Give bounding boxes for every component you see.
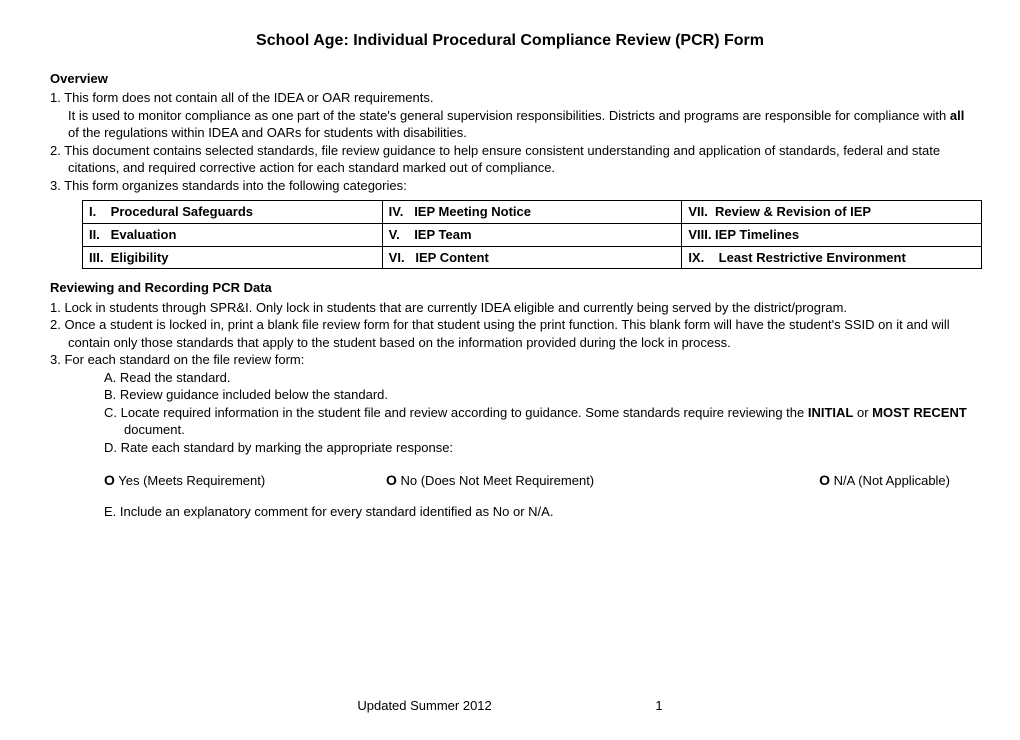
table-row: II. Evaluation V. IEP Team VIII. IEP Tim… [83,223,982,246]
rating-yes: O Yes (Meets Requirement) [104,471,386,490]
table-row: I. Procedural Safeguards IV. IEP Meeting… [83,201,982,224]
sub-c-b1: INITIAL [808,405,854,420]
overview-item-2: 2. This document contains selected stand… [50,142,970,177]
rating-na: O N/A (Not Applicable) [668,471,970,490]
overview-item-1-line2a: It is used to monitor compliance as one … [68,108,950,123]
radio-mark-icon: O [386,472,397,488]
sub-c-c: document. [124,422,185,437]
overview-heading: Overview [50,70,970,88]
page-footer: Updated Summer 2012 1 [0,697,1020,715]
sub-item-a: A. Read the standard. [104,369,970,387]
sub-c-a: C. Locate required information in the st… [104,405,808,420]
cat-cell: II. Evaluation [83,223,383,246]
page-title: School Age: Individual Procedural Compli… [50,30,970,52]
sub-item-c: C. Locate required information in the st… [104,404,970,439]
radio-mark-icon: O [104,472,115,488]
sub-item-d: D. Rate each standard by marking the app… [104,439,970,457]
footer-updated: Updated Summer 2012 [357,697,491,715]
overview-item-1-line1: 1. This form does not contain all of the… [50,89,970,107]
reviewing-item-2: 2. Once a student is locked in, print a … [50,316,970,351]
sub-c-mid: or [853,405,872,420]
overview-item-1-line2: It is used to monitor compliance as one … [50,107,970,142]
overview-item-1-bold: all [950,108,964,123]
cat-cell: IX. Least Restrictive Environment [682,246,982,269]
footer-page-number: 1 [655,697,662,715]
sub-item-b: B. Review guidance included below the st… [104,386,970,404]
rating-yes-label: Yes (Meets Requirement) [115,473,265,488]
sub-list-e: E. Include an explanatory comment for ev… [104,503,970,521]
reviewing-item-1: 1. Lock in students through SPR&I. Only … [50,299,970,317]
radio-mark-icon: O [819,472,830,488]
cat-cell: VII. Review & Revision of IEP [682,201,982,224]
reviewing-item-3: 3. For each standard on the file review … [50,351,970,369]
document-page: School Age: Individual Procedural Compli… [0,0,1020,521]
rating-no: O No (Does Not Meet Requirement) [386,471,668,490]
rating-row: O Yes (Meets Requirement) O No (Does Not… [104,471,970,490]
table-row: III. Eligibility VI. IEP Content IX. Lea… [83,246,982,269]
cat-cell: VIII. IEP Timelines [682,223,982,246]
categories-table: I. Procedural Safeguards IV. IEP Meeting… [82,200,982,269]
cat-cell: I. Procedural Safeguards [83,201,383,224]
rating-no-label: No (Does Not Meet Requirement) [397,473,594,488]
overview-item-3: 3. This form organizes standards into th… [50,177,970,195]
reviewing-heading: Reviewing and Recording PCR Data [50,279,970,297]
cat-cell: V. IEP Team [382,223,682,246]
sub-item-e: E. Include an explanatory comment for ev… [104,503,970,521]
sub-list: A. Read the standard. B. Review guidance… [104,369,970,457]
cat-cell: III. Eligibility [83,246,383,269]
sub-c-b2: MOST RECENT [872,405,967,420]
overview-item-1-line2b: of the regulations within IDEA and OARs … [68,125,467,140]
cat-cell: IV. IEP Meeting Notice [382,201,682,224]
rating-na-label: N/A (Not Applicable) [830,473,950,488]
cat-cell: VI. IEP Content [382,246,682,269]
